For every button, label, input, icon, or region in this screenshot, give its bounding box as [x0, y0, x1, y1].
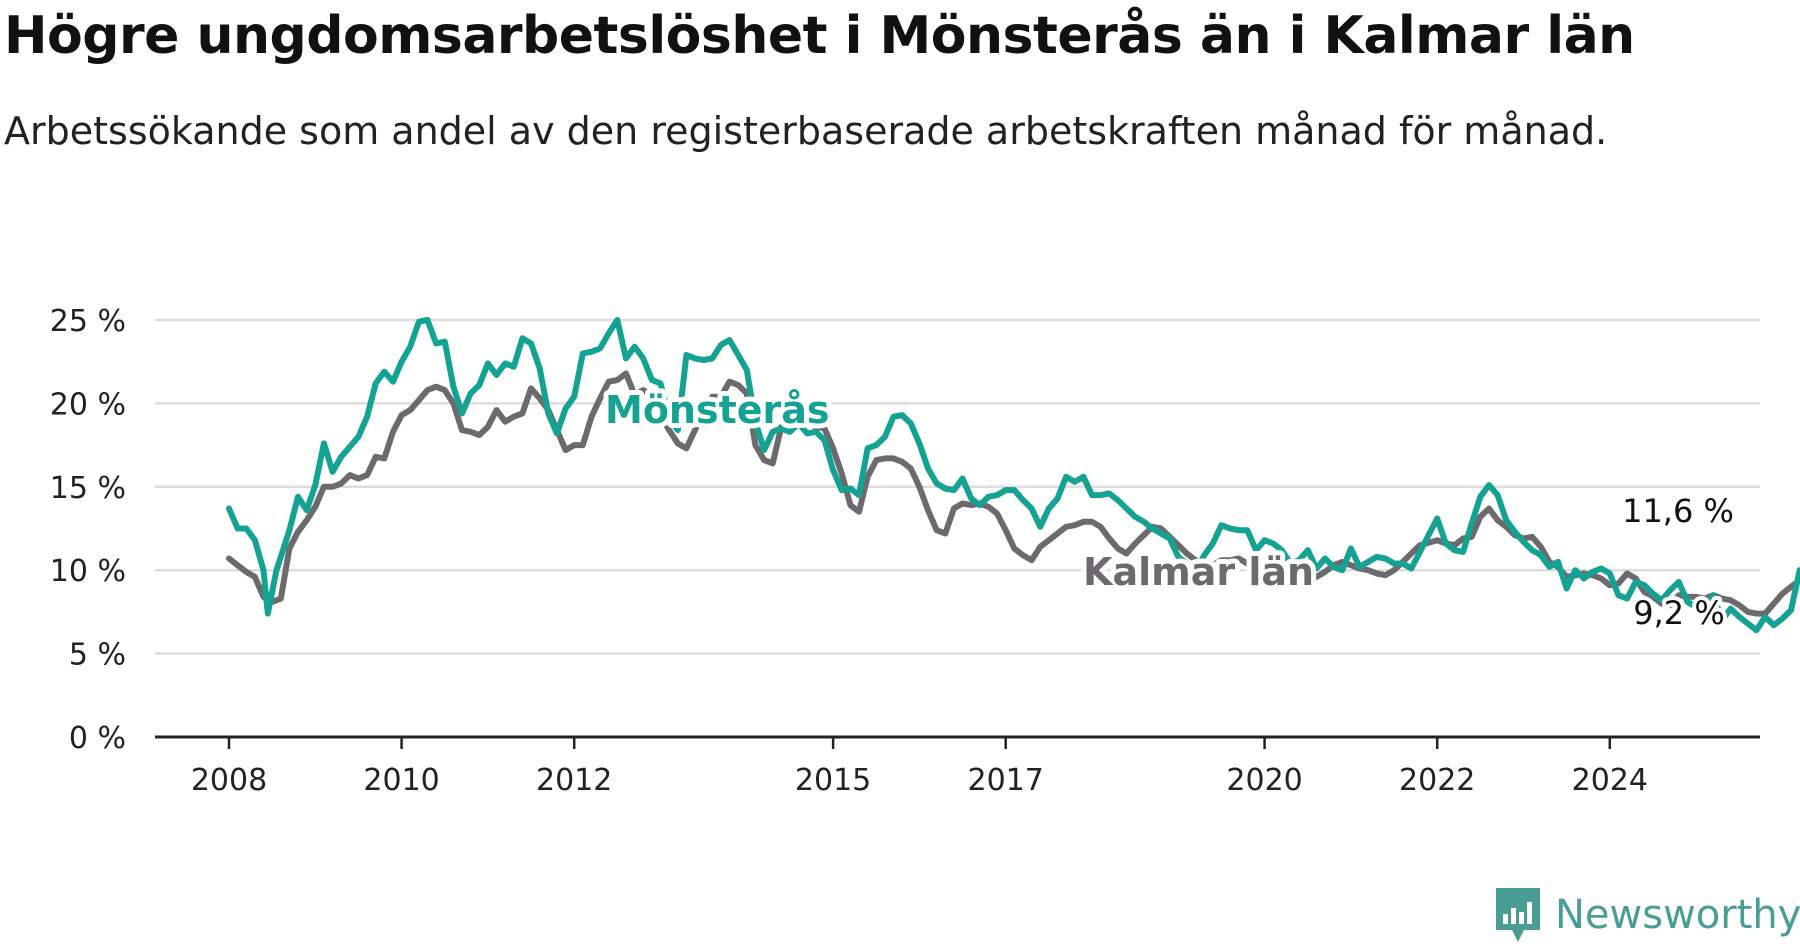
y-tick-label: 15 % — [50, 471, 126, 506]
y-tick-label: 20 % — [50, 387, 126, 422]
end-label-monsteras: 11,6 % — [1622, 492, 1734, 530]
y-tick-label: 0 % — [69, 721, 126, 756]
x-tick-label: 2012 — [536, 763, 612, 798]
chart-title: Högre ungdomsarbetslöshet i Mönsterås än… — [4, 6, 1635, 66]
y-tick-label: 25 % — [50, 304, 126, 339]
x-tick-label: 2008 — [191, 763, 267, 798]
x-axis: 2008 2010 2012 2015 2017 2020 2022 2024 — [155, 735, 1760, 798]
x-tick-label: 2017 — [968, 763, 1044, 798]
series-lines — [226, 317, 1800, 634]
series-label-monsteras: Mönsterås — [605, 388, 830, 432]
series-labels: Mönsterås Kalmar län 11,6 % 9,2 % — [600, 383, 1738, 636]
y-axis-ticks: 0 % 5 % 10 % 15 % 20 % 25 % — [50, 304, 126, 756]
end-label-kalmar: 9,2 % — [1633, 594, 1724, 632]
x-tick-label: 2015 — [795, 763, 871, 798]
chart-subtitle: Arbetssökande som andel av den registerb… — [4, 109, 1608, 153]
newsworthy-logo[interactable]: Newsworthy — [1493, 886, 1800, 944]
x-tick-label: 2020 — [1226, 763, 1302, 798]
brand-name: Newsworthy — [1555, 892, 1800, 938]
newsworthy-icon — [1496, 888, 1540, 942]
y-tick-label: 10 % — [50, 554, 126, 589]
series-label-kalmar: Kalmar län — [1083, 550, 1314, 594]
x-tick-label: 2024 — [1572, 763, 1648, 798]
y-tick-label: 5 % — [69, 638, 126, 673]
x-tick-label: 2022 — [1399, 763, 1475, 798]
x-tick-label: 2010 — [363, 763, 439, 798]
series-line-monsteras — [226, 317, 1800, 634]
series-line-kalmar — [226, 370, 1800, 617]
